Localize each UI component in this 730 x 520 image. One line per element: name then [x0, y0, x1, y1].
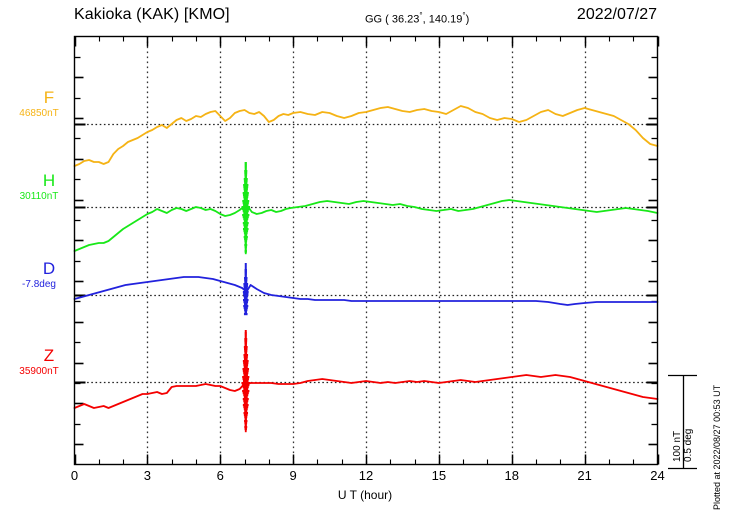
- grid-layer: [146, 36, 587, 465]
- x-tick-label: 0: [70, 468, 79, 483]
- geo-lat-text: GG ( 36.23: [365, 13, 420, 26]
- trace-layer: [73, 105, 659, 433]
- observation-date: 2022/07/27: [576, 6, 657, 23]
- spike-z: [241, 330, 251, 433]
- page-title: Kakioka (KAK) [KMO]: [74, 6, 230, 23]
- trace-h: [73, 199, 659, 252]
- x-tick-label: 3: [143, 468, 151, 483]
- degree-icon: °: [419, 11, 423, 20]
- geo-lon-text: , 140.19: [422, 13, 463, 26]
- trace-f: [73, 105, 659, 167]
- x-tick-label: 6: [216, 468, 224, 483]
- tick-layer: [74, 36, 660, 465]
- spike-h: [241, 162, 250, 255]
- scale-bar-deg: 0.5 deg: [683, 428, 694, 462]
- baseline-layer: [74, 123, 658, 384]
- component-label-d: D: [42, 259, 56, 278]
- scale-bar-nt: 100 nT: [672, 430, 683, 462]
- component-label-f: F: [43, 88, 55, 107]
- spike-d: [242, 263, 249, 316]
- x-axis-label: U T (hour): [337, 488, 393, 502]
- scale-bar: [668, 374, 697, 470]
- x-tick-label: 12: [358, 468, 374, 483]
- x-tick-label: 15: [431, 468, 447, 483]
- trace-z: [73, 374, 659, 409]
- trace-d: [73, 276, 659, 306]
- plotted-timestamp: Plotted at 2022/08/27 00:53 UT: [712, 384, 722, 510]
- plot-frame: [73, 35, 659, 466]
- x-tick-label: 24: [650, 468, 665, 483]
- scale-bar-label: 100 nT 0.5 deg: [672, 372, 694, 462]
- component-baseline-d: -7.8deg: [22, 279, 56, 290]
- degree-icon: °: [462, 11, 466, 20]
- component-baseline-h: 30110nT: [19, 191, 59, 202]
- geographic-coordinates: GG ( 36.23°, 140.19°): [365, 11, 469, 26]
- geo-paren-close: ): [465, 13, 470, 26]
- component-label-z: Z: [43, 346, 55, 365]
- x-tick-label: 21: [577, 468, 592, 483]
- x-tick-label: 18: [504, 468, 519, 483]
- component-baseline-f: 46850nT: [19, 108, 59, 119]
- x-tick-label: 9: [289, 468, 297, 483]
- component-baseline-z: 35900nT: [19, 366, 59, 377]
- component-label-h: H: [42, 171, 56, 190]
